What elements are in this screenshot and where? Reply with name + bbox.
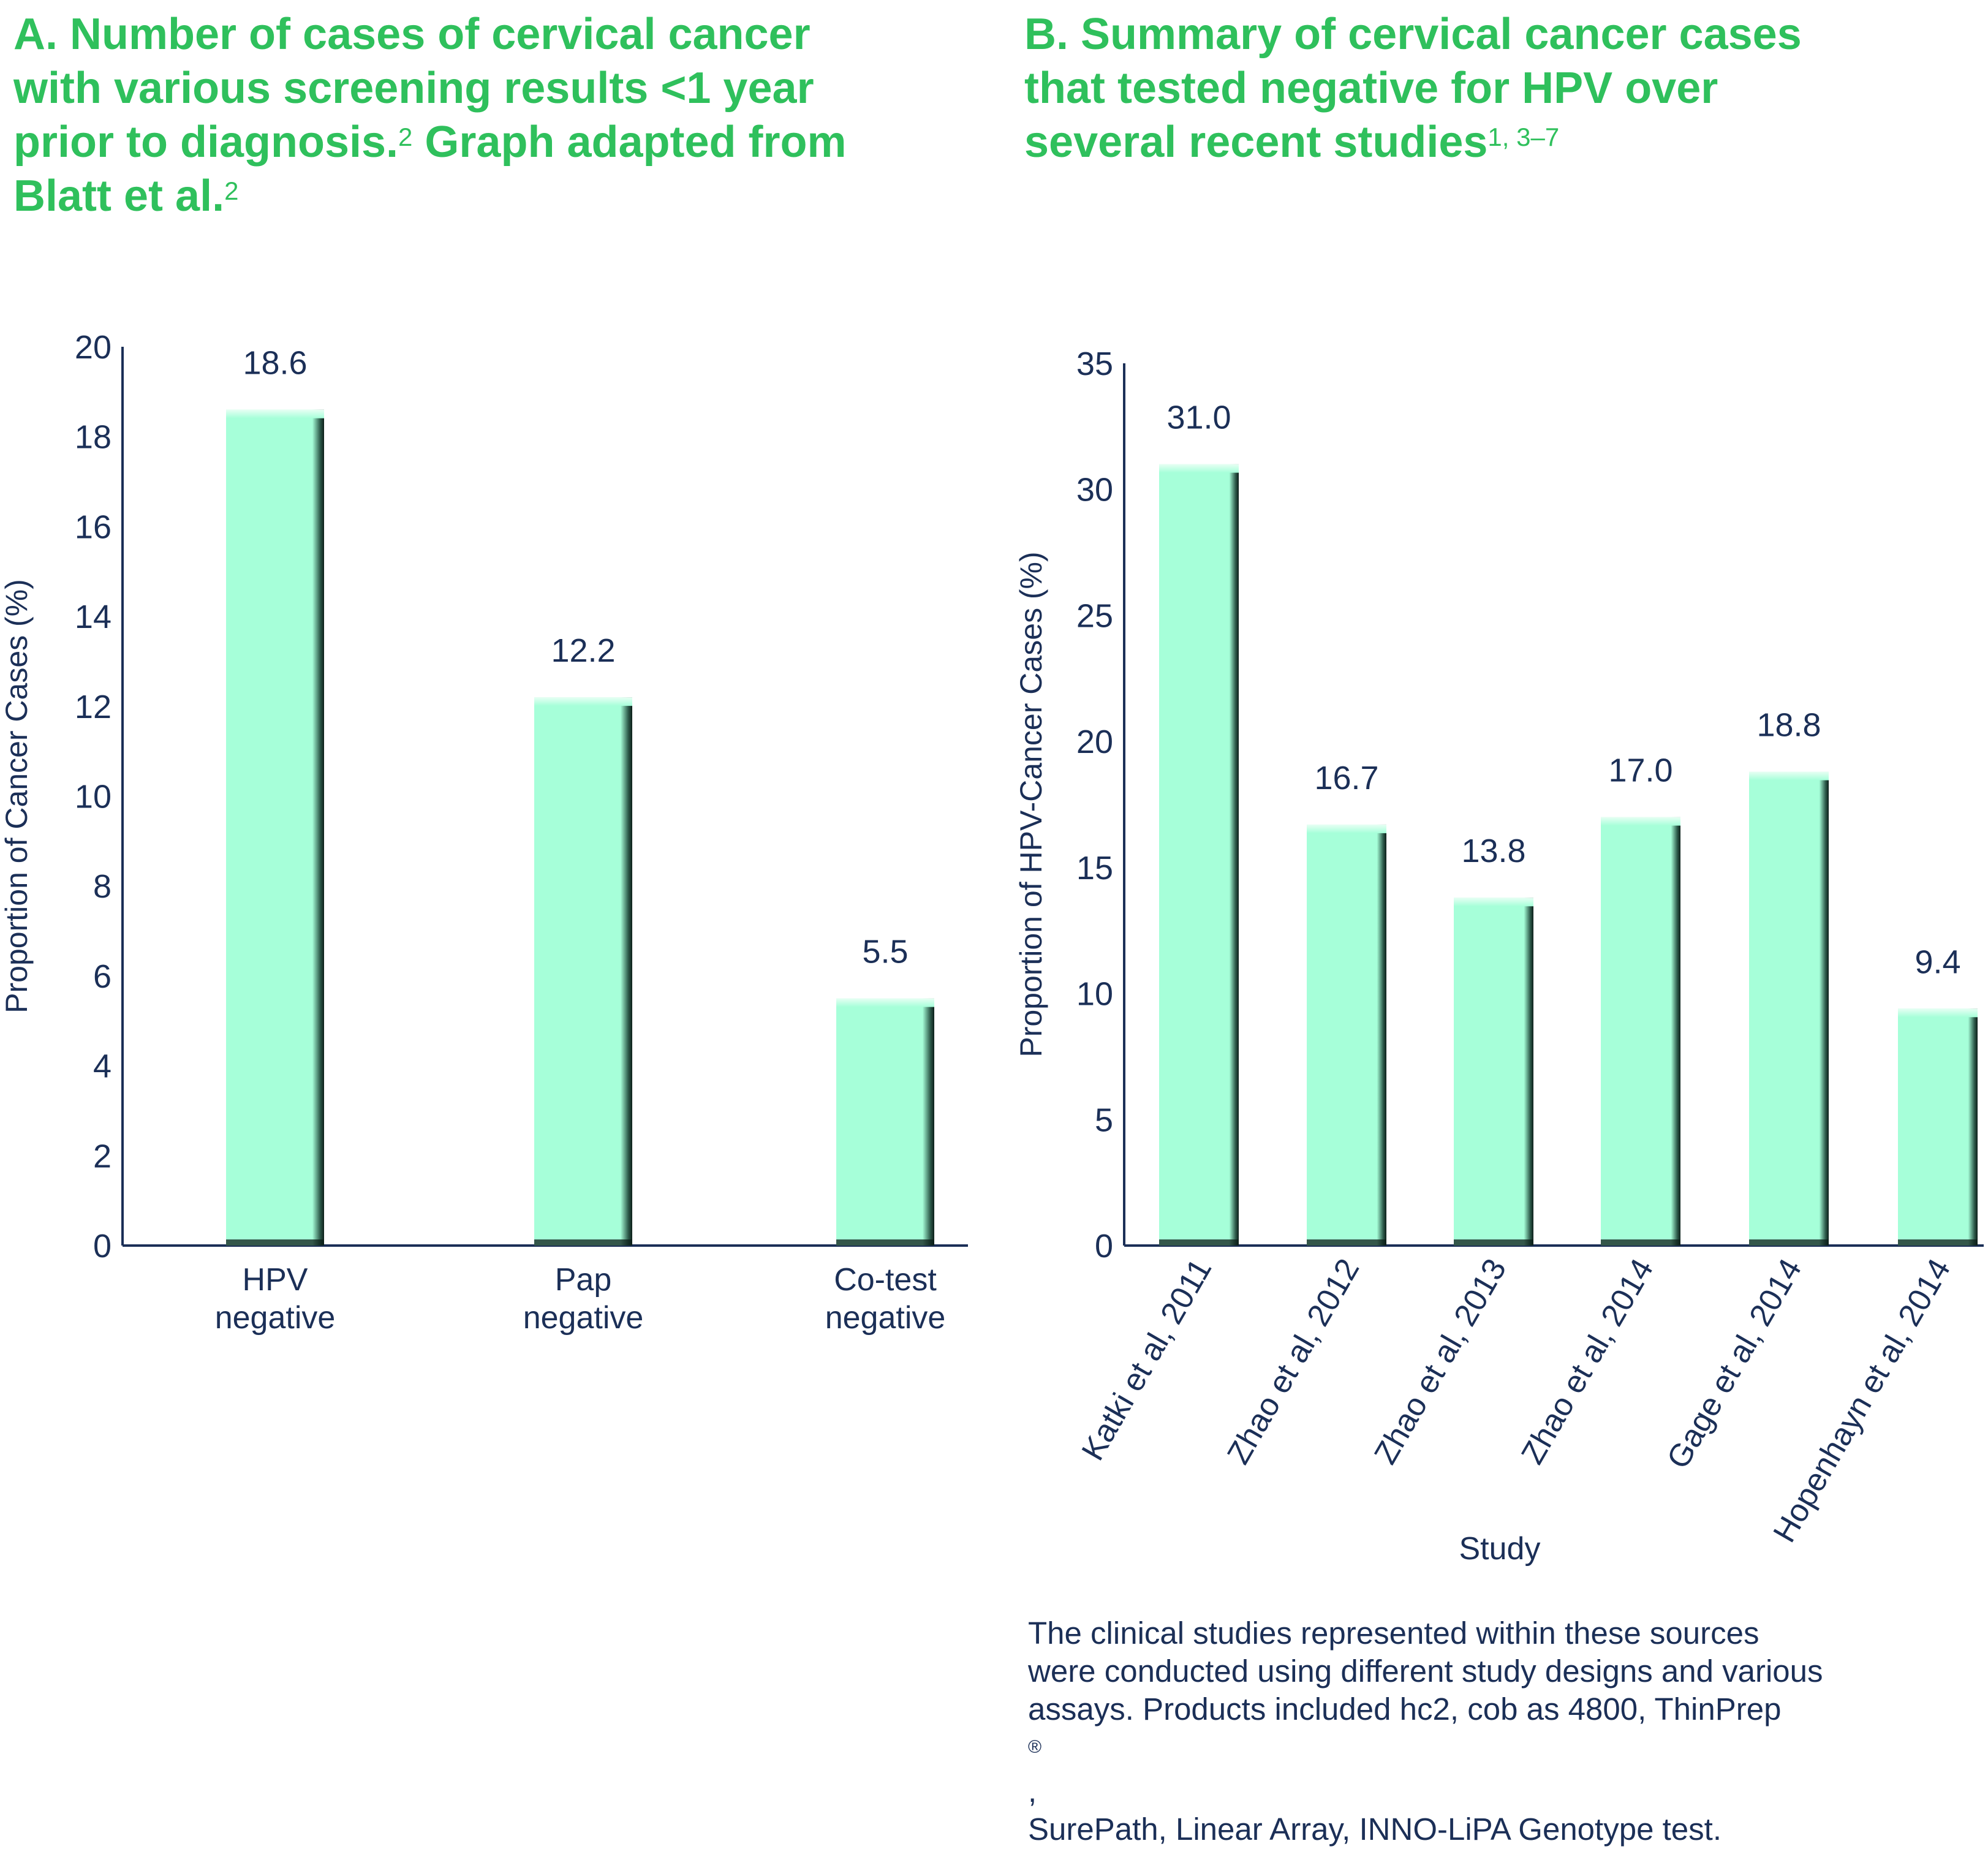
chart-a-bar-base (226, 1239, 324, 1246)
chart-a-value-label: 12.2 (551, 632, 615, 669)
panel-a-label: A. (13, 10, 58, 59)
chart-b-y-tick-label: 0 (1095, 1228, 1113, 1265)
panel-b-title: B. Summary of cervical cancer cases that… (1024, 7, 1980, 169)
chart-b-value-label: 9.4 (1914, 944, 1960, 980)
chart-a-y-tick-label: 20 (75, 329, 111, 366)
footnote-reg-mark: ® (1028, 1737, 1042, 1757)
chart-a-bar-top (534, 697, 632, 706)
chart-b-bar-base (1307, 1239, 1386, 1246)
chart-b-bar-base (1749, 1239, 1829, 1246)
chart-b-bar-top (1454, 898, 1533, 907)
chart-a-category-label: Co-test (834, 1262, 937, 1298)
chart-a-bar-base (836, 1239, 934, 1246)
chart-a-value-label: 5.5 (862, 934, 908, 970)
chart-a-y-axis-title: Proportion of Cancer Cases (%) (0, 579, 34, 1013)
chart-a-y-tick-label: 2 (93, 1138, 111, 1174)
chart-b-bar (1454, 898, 1533, 1246)
chart-a-y-tick-label: 10 (75, 779, 111, 815)
chart-b-bar-base (1454, 1239, 1533, 1246)
chart-a-value-label: 18.6 (243, 345, 307, 382)
chart-b-category-label: Hopenhayn et al, 2014 (1767, 1253, 1958, 1548)
chart-b: 0 5 10 15 20 25 30 35 Proportion of HPV-Cancer C… (1014, 346, 1984, 1567)
chart-a: 0 2 4 6 8 10 12 14 16 18 20 Proportion of Cancer Ca… (0, 329, 968, 1336)
chart-b-bar (1898, 1008, 1978, 1246)
chart-b-value-label: 31.0 (1166, 399, 1231, 436)
chart-a-bar-top (836, 998, 934, 1007)
chart-a-bar (836, 998, 934, 1246)
chart-b-y-tick-label: 30 (1076, 472, 1113, 509)
chart-a-y-tick-label: 16 (75, 509, 111, 545)
panel-a-title-line-2: with various screening results <1 year (13, 64, 814, 113)
chart-a-y-tick-label: 14 (75, 599, 111, 635)
chart-b-bar (1307, 824, 1386, 1246)
chart-a-y-tick-label: 0 (93, 1228, 111, 1265)
chart-b-value-label: 17.0 (1608, 752, 1672, 789)
footnote-line-3: assays. Products included hc2, cob as 48… (1028, 1692, 1782, 1727)
chart-a-bar-base (534, 1239, 632, 1246)
panel-a-ref-2: 2 (224, 176, 239, 205)
panel-b-label: B. (1024, 10, 1068, 59)
footnote-comma: , (1028, 1774, 1037, 1809)
chart-b-bar-top (1307, 824, 1386, 833)
panel-a-title-line-5: Blatt et al. (13, 172, 225, 221)
panel-a-title-line-3: prior to diagnosis. (13, 118, 399, 167)
chart-b-bar-base (1898, 1239, 1978, 1246)
chart-a-bar (534, 697, 632, 1246)
chart-b-bar-base (1601, 1239, 1680, 1246)
chart-b-y-tick-label: 35 (1076, 346, 1113, 382)
footnote-line-1: The clinical studies represented within … (1028, 1616, 1759, 1651)
panel-a-title-line-4: Graph adapted from (425, 118, 847, 167)
chart-b-category-label: Gage et al, 2014 (1660, 1253, 1808, 1475)
panel-b-title-line-3: several recent studies (1024, 118, 1488, 167)
footnote-line-2: were conducted using different study des… (1028, 1654, 1823, 1689)
chart-b-bar-top (1898, 1008, 1978, 1018)
chart-b-y-tick-label: 15 (1076, 850, 1113, 887)
chart-a-y-tick-label: 18 (75, 419, 111, 456)
chart-b-category-label: Zhao et al, 2014 (1514, 1253, 1660, 1470)
chart-b-value-label: 13.8 (1461, 833, 1525, 869)
panel-a-ref-1: 2 (398, 123, 413, 151)
chart-b-value-label: 18.8 (1756, 707, 1821, 744)
chart-a-category-label: negative (523, 1300, 644, 1336)
panel-b-ref: 1, 3–7 (1487, 123, 1560, 151)
chart-a-y-tick-label: 8 (93, 868, 111, 905)
chart-b-bar-top (1159, 464, 1239, 473)
footnote: The clinical studies represented within … (1028, 1614, 1971, 1848)
chart-b-value-label: 16.7 (1314, 760, 1378, 796)
panel-b-title-line-1: Summary of cervical cancer cases (1081, 10, 1802, 59)
chart-b-y-axis-title: Proportion of HPV-Cancer Cases (%) (1014, 551, 1048, 1057)
chart-b-bar-base (1159, 1239, 1239, 1246)
chart-b-bar (1601, 817, 1680, 1246)
chart-b-category-label: Zhao et al, 2013 (1367, 1253, 1513, 1470)
chart-a-bar-top (226, 409, 324, 418)
panel-b-title-line-2: that tested negative for HPV over (1024, 64, 1718, 113)
chart-a-y-tick-label: 12 (75, 689, 111, 725)
chart-a-bar (226, 409, 324, 1246)
footnote-line-4: SurePath, Linear Array, INNO-LiPA Genoty… (1028, 1812, 1722, 1847)
chart-b-category-label: Zhao et al, 2012 (1220, 1253, 1366, 1470)
chart-a-category-label: HPV (243, 1262, 308, 1298)
chart-b-bar-top (1749, 771, 1829, 781)
chart-b-y-tick-label: 5 (1095, 1102, 1113, 1138)
chart-b-x-axis-title: Study (1459, 1531, 1541, 1567)
chart-b-bar-top (1601, 817, 1680, 826)
chart-b-bar (1749, 771, 1829, 1246)
chart-b-y-tick-label: 10 (1076, 976, 1113, 1013)
panel-a-title-line-1: Number of cases of cervical cancer (70, 10, 811, 59)
chart-a-category-label: negative (215, 1300, 336, 1336)
chart-b-bar (1159, 464, 1239, 1246)
chart-a-y-tick-label: 4 (93, 1048, 111, 1085)
chart-a-category-label: Pap (555, 1262, 612, 1298)
chart-a-y-tick-label: 6 (93, 958, 111, 995)
panel-a-title: A. Number of cases of cervical cancer wi… (13, 7, 969, 223)
chart-b-y-tick-label: 25 (1076, 597, 1113, 634)
chart-b-category-label: Katki et al, 2011 (1075, 1253, 1219, 1467)
chart-b-y-tick-label: 20 (1076, 724, 1113, 760)
chart-a-category-label: negative (825, 1300, 946, 1336)
